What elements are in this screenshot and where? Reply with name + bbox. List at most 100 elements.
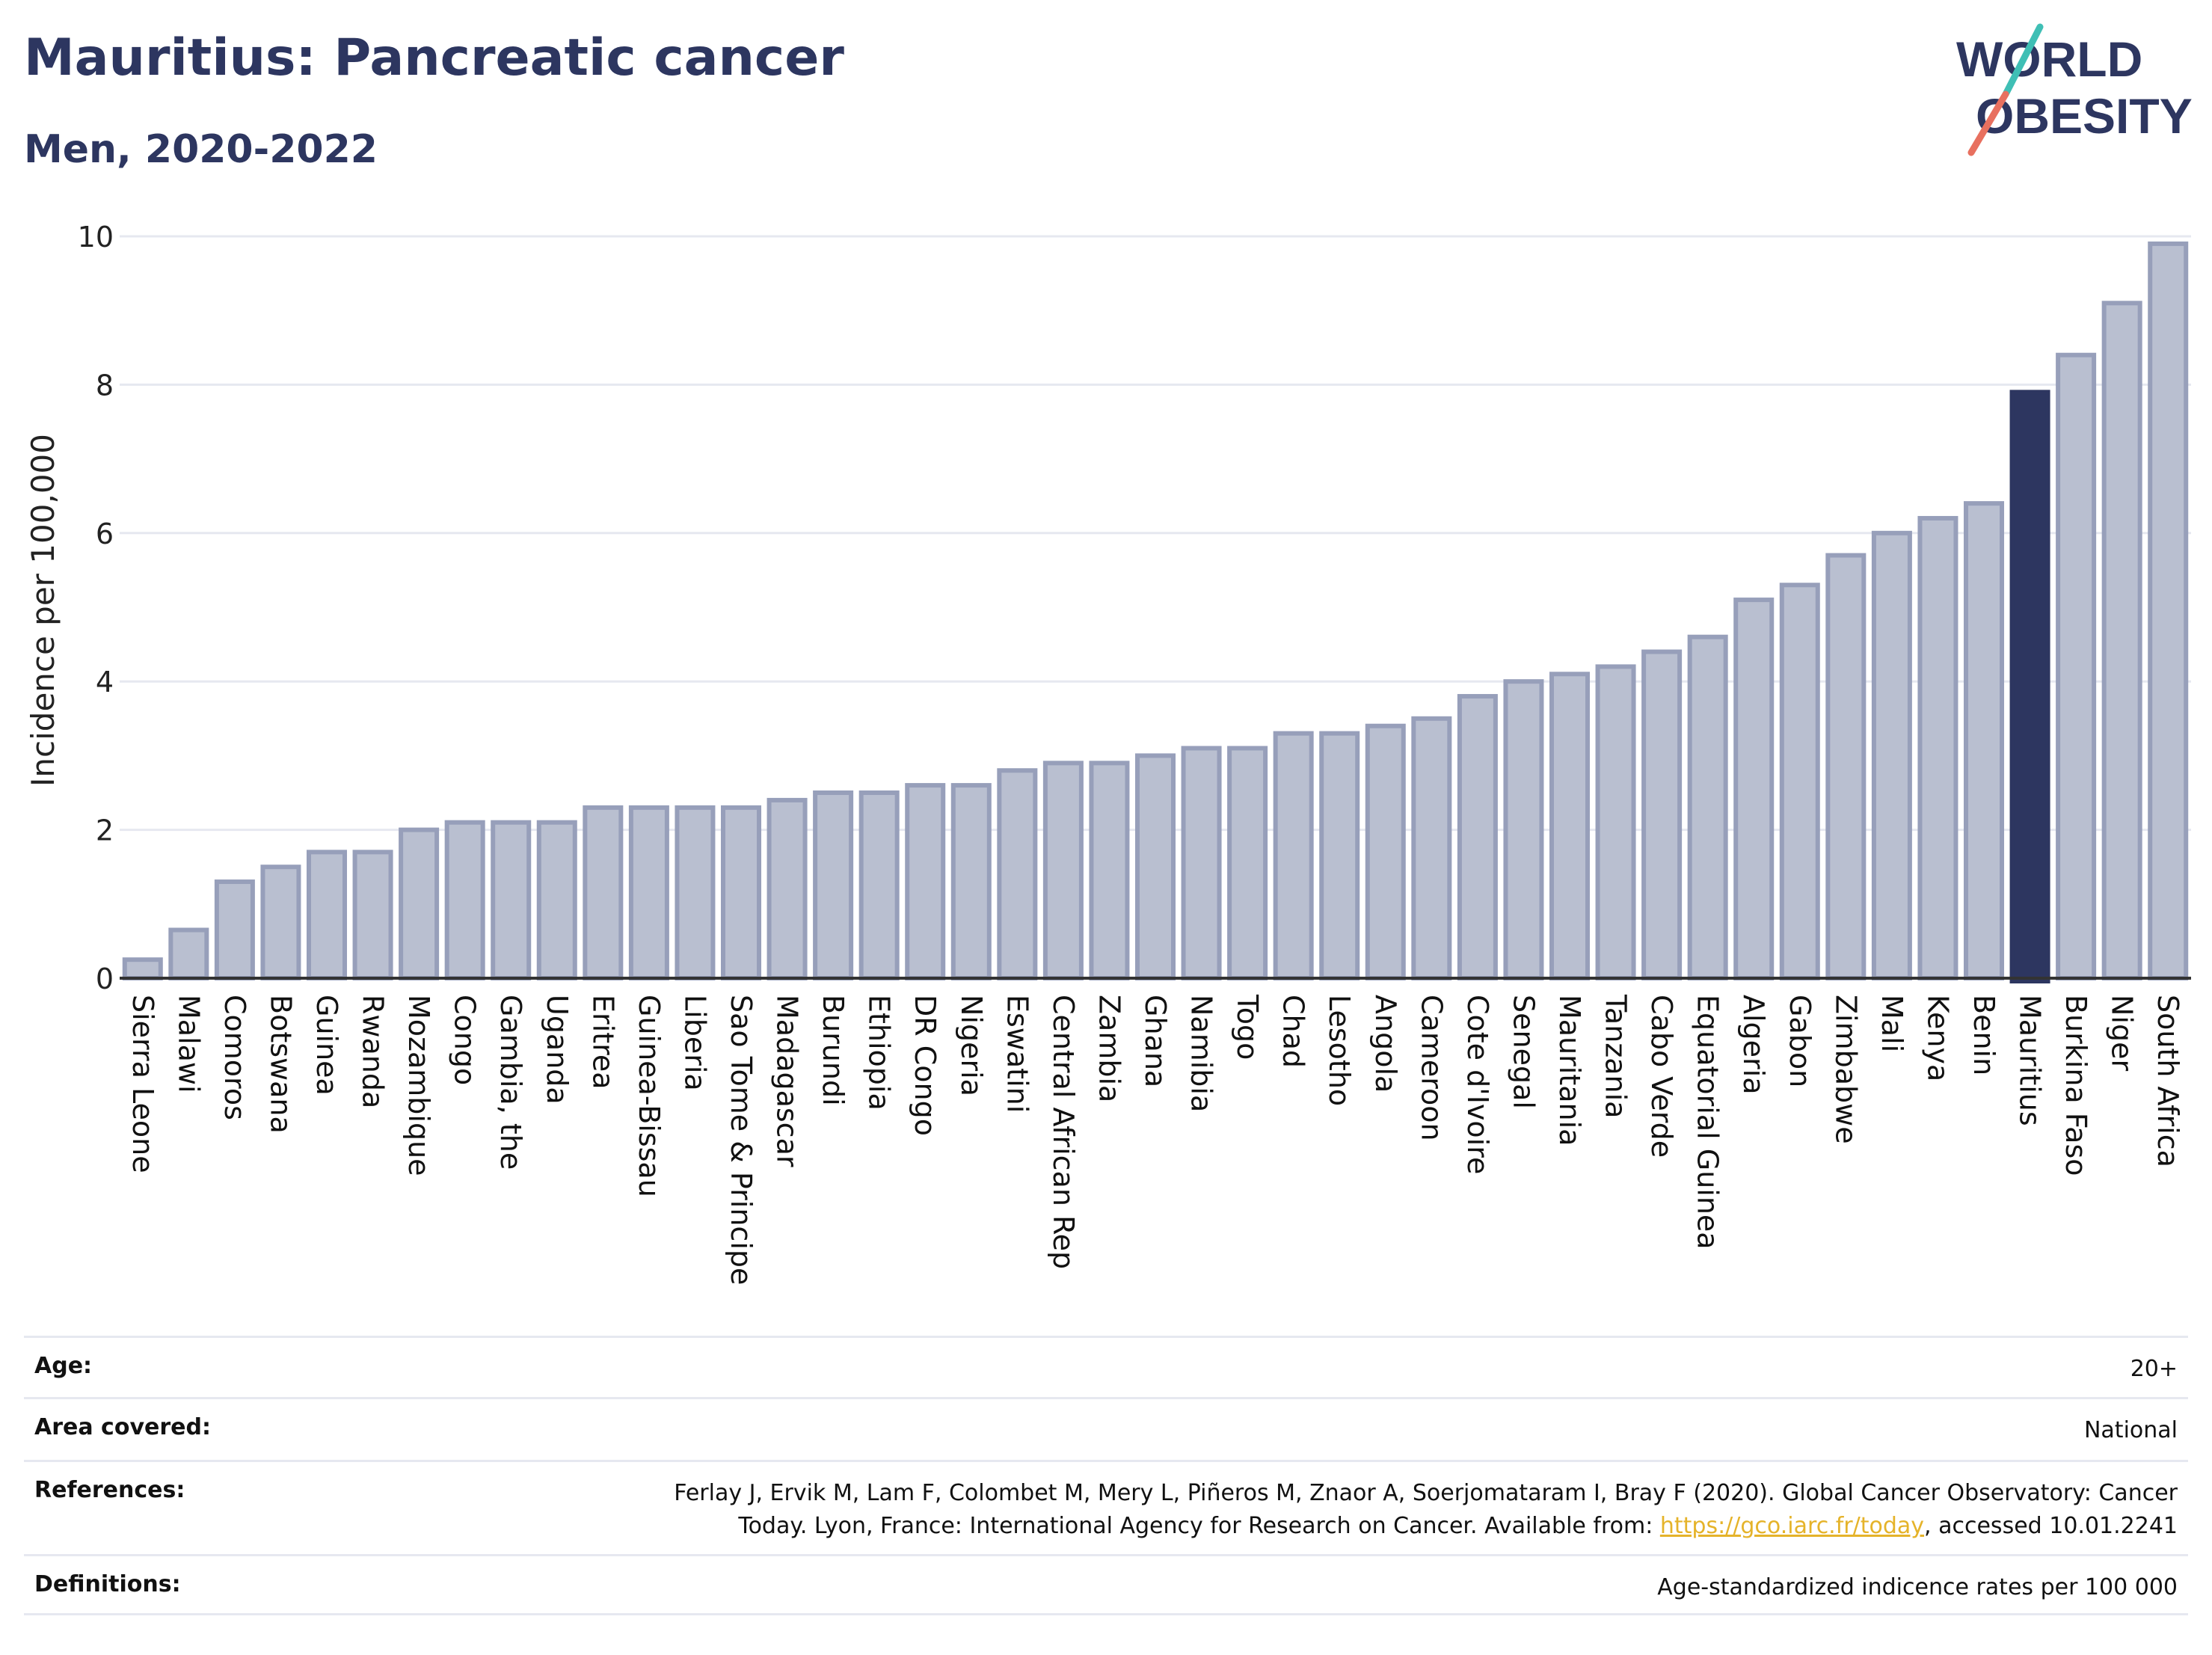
bar [2009,390,2050,983]
x-tick-label: Equatorial Guinea [1692,995,1724,1250]
x-tick-label: Liberia [678,995,711,1091]
meta-value-area: National [2083,1417,2178,1443]
meta-row-area: Area covered: National [24,1397,2188,1460]
x-tick-label: Cabo Verde [1645,995,1678,1158]
x-tick-label: Rwanda [357,995,390,1108]
bar [1227,746,1268,980]
bar [675,805,716,980]
x-tick-label: Mali [1875,995,1908,1052]
x-tick-label: Guinea [310,995,343,1096]
bar [628,805,669,980]
bar [2056,352,2097,981]
x-tick-label: Zambia [1093,995,1125,1102]
y-tick-label: 0 [96,962,114,995]
meta-row-references: References: Ferlay J, Ervik M, Lam F, Co… [24,1460,2188,1554]
x-tick-label: Ethiopia [863,995,896,1111]
x-tick-label: Tanzania [1600,994,1632,1118]
meta-label-age: Age: [34,1353,93,1379]
bar [2148,241,2189,981]
x-tick-label: Congo [449,995,482,1085]
x-tick-label: Malawi [172,995,205,1093]
bar [1319,731,1360,980]
bar [813,790,854,980]
x-tick-label: DR Congo [909,995,941,1136]
bar [1365,723,1406,980]
x-tick-label: Mauritius [2014,995,2047,1126]
bar [1917,515,1958,980]
bar [1687,634,1728,980]
meta-row-age: Age: 20+ [24,1336,2188,1397]
x-tick-label: Lesotho [1323,995,1356,1106]
x-tick-label: Gabon [1784,995,1816,1087]
bar [1733,598,1775,981]
bar [491,820,532,981]
bar [1595,664,1636,980]
y-tick-label: 8 [96,369,114,402]
bar [1825,553,1867,980]
bar [1779,583,1820,980]
bar [168,927,209,981]
x-tick-label: Kenya [1921,995,1954,1081]
x-tick-label: South Africa [2151,995,2184,1167]
x-tick-label: Burundi [817,995,850,1106]
x-tick-label: Senegal [1507,995,1540,1109]
meta-value-definitions: Age-standardized indicence rates per 100… [1657,1574,2178,1600]
x-tick-label: Burkina Faso [2059,995,2092,1176]
metadata-table: Age: 20+ Area covered: National Referenc… [24,1336,2188,1615]
x-tick-label: Gambia, the [494,995,527,1170]
bar [444,820,485,981]
bar [214,879,255,981]
bar [122,957,163,980]
chart-subtitle: Men, 2020-2022 [24,127,378,172]
x-tick-label: Zimbabwe [1829,995,1862,1144]
bar [1089,761,1130,980]
x-tick-label: Niger [2106,995,2139,1071]
bar [1042,761,1084,980]
bar [1273,731,1314,980]
x-tick-label: Mauritania [1553,995,1586,1146]
x-tick-label: Sao Tome & Principe [725,995,758,1285]
x-tick-label: Eritrea [586,995,619,1090]
x-tick-label: Angola [1369,995,1402,1093]
references-line1: Ferlay J, Ervik M, Lam F, Colombet M, Me… [674,1480,2178,1506]
x-tick-label: Namibia [1185,995,1218,1112]
x-tick-label: Madagascar [771,995,804,1167]
bar [399,827,440,980]
world-obesity-logo: WORLD OBESITY [1956,23,2193,156]
x-tick-label: Botswana [264,995,297,1134]
bar [352,850,393,980]
bar [1411,716,1452,980]
meta-label-definitions: Definitions: [34,1571,181,1597]
bar [766,797,808,981]
logo-line1: WORLD [1956,31,2142,87]
bar [1641,649,1683,981]
bar [950,783,992,980]
bar [858,790,900,980]
x-tick-label: Mozambique [402,995,435,1176]
meta-label-area: Area covered: [34,1414,211,1440]
bar [1134,753,1176,981]
y-tick-label: 10 [78,221,114,254]
meta-value-age: 20+ [2130,1356,2178,1382]
logo-line2: OBESITY [1976,88,2193,144]
x-tick-label: Guinea-Bissau [633,995,666,1197]
bar [2101,301,2142,980]
bar [1457,694,1498,980]
x-tick-label: Eswatini [1001,995,1033,1113]
x-tick-label: Ghana [1139,995,1172,1087]
bar [583,805,624,980]
bar [1503,679,1544,980]
bar [1871,530,1912,980]
chart-title: Mauritius: Pancreatic cancer [24,28,844,87]
meta-row-definitions: Definitions: Age-standardized indicence … [24,1554,2188,1615]
x-tick-label: Cameroon [1415,995,1448,1141]
references-link[interactable]: https://gco.iarc.fr/today [1659,1513,1925,1539]
y-tick-label: 6 [96,518,114,550]
bar [306,850,348,980]
x-tick-label: Algeria [1737,995,1770,1095]
bar-chart: 0 2 4 6 8 10 Incidence per 100,000 Sierra Leone… [25,221,2191,1285]
x-tick-label: Chad [1277,995,1310,1068]
x-tick-label: Comoros [218,995,251,1120]
bar [1549,672,1591,981]
y-tick-label: 2 [96,814,114,847]
